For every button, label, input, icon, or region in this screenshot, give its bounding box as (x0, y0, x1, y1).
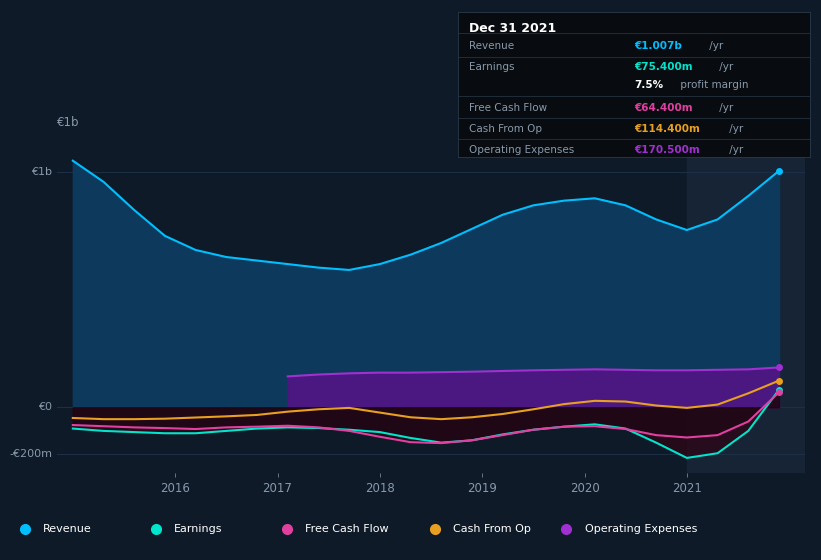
Text: Cash From Op: Cash From Op (469, 124, 542, 134)
Text: Earnings: Earnings (469, 62, 514, 72)
Text: €0: €0 (39, 403, 53, 412)
Text: €75.400m: €75.400m (634, 62, 692, 72)
Text: Operating Expenses: Operating Expenses (469, 144, 574, 155)
Text: /yr: /yr (726, 124, 743, 134)
Text: €1.007b: €1.007b (634, 40, 681, 50)
Text: €1b: €1b (31, 167, 53, 178)
Text: Revenue: Revenue (469, 40, 514, 50)
Text: Free Cash Flow: Free Cash Flow (469, 102, 547, 113)
Text: Free Cash Flow: Free Cash Flow (305, 524, 389, 534)
Text: Dec 31 2021: Dec 31 2021 (469, 22, 556, 35)
Text: €170.500m: €170.500m (634, 144, 699, 155)
Text: -€200m: -€200m (9, 450, 53, 459)
Text: €64.400m: €64.400m (634, 102, 692, 113)
Text: 7.5%: 7.5% (634, 80, 663, 90)
Text: /yr: /yr (716, 102, 733, 113)
Text: Operating Expenses: Operating Expenses (585, 524, 697, 534)
Text: Earnings: Earnings (174, 524, 222, 534)
Text: /yr: /yr (726, 144, 743, 155)
Bar (687, 137, 805, 473)
Text: /yr: /yr (716, 62, 733, 72)
Text: Revenue: Revenue (43, 524, 91, 534)
Text: /yr: /yr (706, 40, 723, 50)
Text: €1b: €1b (57, 116, 80, 129)
Text: €114.400m: €114.400m (634, 124, 699, 134)
Text: profit margin: profit margin (677, 80, 748, 90)
Text: Cash From Op: Cash From Op (453, 524, 531, 534)
